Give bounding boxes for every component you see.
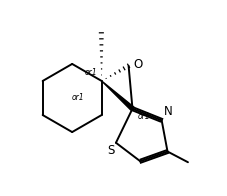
Text: or1: or1 <box>137 112 150 121</box>
Text: S: S <box>106 144 114 157</box>
Text: O: O <box>133 58 142 71</box>
Text: or1: or1 <box>84 68 96 77</box>
Text: N: N <box>163 105 172 118</box>
Text: or1: or1 <box>71 93 84 103</box>
Polygon shape <box>101 81 133 110</box>
